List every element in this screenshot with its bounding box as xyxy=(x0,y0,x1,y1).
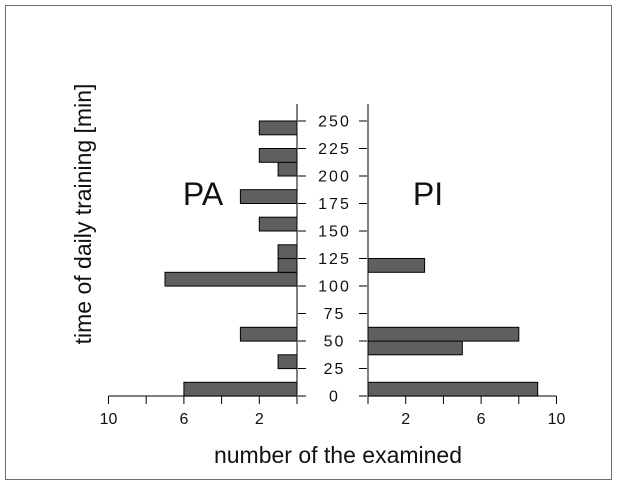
bar-pa-10 xyxy=(258,120,298,136)
y-tick-label: 0 xyxy=(329,389,340,406)
y-tick-label: 175 xyxy=(318,196,351,213)
left-x-tick-label: 2 xyxy=(255,411,264,428)
x-axis-title: number of the examined xyxy=(214,442,462,468)
bar-pa-9 xyxy=(258,148,298,163)
series-label-pa: PA xyxy=(183,176,224,212)
bar-pa-7 xyxy=(239,189,298,204)
bar-pa-3 xyxy=(164,271,298,287)
pi-bars xyxy=(367,258,539,397)
bar-pa-1 xyxy=(277,354,298,370)
right-x-tick-label: 10 xyxy=(548,411,566,428)
bar-pa-0 xyxy=(183,381,298,397)
bar-pi-0 xyxy=(367,381,539,397)
bar-pa-2 xyxy=(239,326,298,342)
bar-pa-4 xyxy=(277,258,298,273)
bar-pi-1 xyxy=(367,340,463,356)
left-x-tick-label: 6 xyxy=(179,411,188,428)
y-tick-label: 200 xyxy=(318,169,351,186)
bar-pi-2 xyxy=(367,326,520,342)
bar-pa-6 xyxy=(258,216,298,232)
bar-pa-5 xyxy=(277,244,298,260)
right-x-tick-label: 6 xyxy=(477,411,486,428)
y-axis-title: time of daily training [min] xyxy=(70,84,96,345)
pa-bars xyxy=(164,120,298,397)
y-tick-label: 75 xyxy=(324,306,346,323)
y-tick-label: 50 xyxy=(324,334,346,351)
y-tick-label: 225 xyxy=(318,141,351,158)
bar-pa-8 xyxy=(277,161,298,177)
y-tick-label: 250 xyxy=(318,114,351,131)
y-tick-label: 150 xyxy=(318,224,351,241)
y-tick-label: 25 xyxy=(324,361,346,378)
y-tick-label: 100 xyxy=(318,279,351,296)
bar-pi-3 xyxy=(367,258,426,273)
chart-frame xyxy=(5,5,612,480)
axes xyxy=(108,104,557,404)
left-x-tick-label: 10 xyxy=(100,411,118,428)
right-x-tick-label: 2 xyxy=(401,411,410,428)
y-tick-label: 125 xyxy=(318,251,351,268)
series-label-pi: PI xyxy=(413,176,443,212)
